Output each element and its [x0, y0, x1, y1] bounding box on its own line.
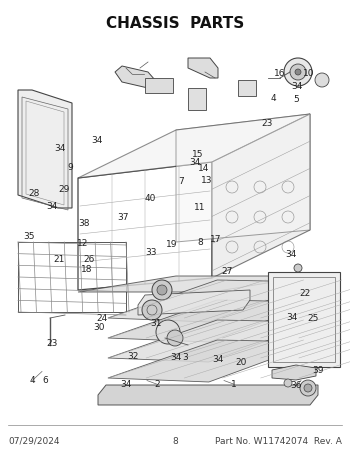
- Ellipse shape: [294, 264, 302, 272]
- Text: 12: 12: [77, 239, 88, 248]
- Text: 35: 35: [23, 232, 34, 241]
- Text: 26: 26: [84, 255, 95, 264]
- Polygon shape: [18, 90, 72, 208]
- Text: 18: 18: [81, 265, 92, 274]
- Ellipse shape: [284, 379, 292, 387]
- Text: 30: 30: [93, 323, 104, 332]
- Text: 34: 34: [170, 353, 181, 362]
- Text: 22: 22: [299, 289, 310, 298]
- Text: 19: 19: [166, 240, 177, 249]
- Text: 34: 34: [286, 250, 297, 259]
- Polygon shape: [108, 340, 318, 382]
- Text: 21: 21: [54, 255, 65, 264]
- Text: 4: 4: [29, 376, 35, 385]
- Text: 1: 1: [231, 380, 237, 389]
- Bar: [238, 80, 256, 96]
- Polygon shape: [98, 385, 318, 405]
- Polygon shape: [115, 66, 155, 88]
- Text: 7: 7: [178, 177, 184, 186]
- Text: 6: 6: [42, 376, 48, 385]
- Polygon shape: [78, 276, 310, 292]
- Text: 13: 13: [201, 176, 212, 185]
- Text: 5: 5: [293, 95, 299, 104]
- Text: 36: 36: [290, 381, 301, 390]
- Text: 10: 10: [303, 69, 314, 78]
- Text: CHASSIS  PARTS: CHASSIS PARTS: [106, 16, 244, 31]
- Text: 11: 11: [195, 203, 206, 212]
- Text: 27: 27: [221, 267, 232, 276]
- Text: 15: 15: [192, 149, 203, 159]
- Text: 34: 34: [47, 202, 58, 211]
- Polygon shape: [108, 280, 318, 322]
- Ellipse shape: [295, 69, 301, 75]
- Bar: [145, 78, 173, 93]
- Text: 40: 40: [144, 194, 155, 203]
- Text: 8: 8: [197, 238, 203, 247]
- Text: 16: 16: [274, 69, 286, 78]
- Text: 32: 32: [127, 352, 139, 361]
- Ellipse shape: [157, 285, 167, 295]
- Text: 34: 34: [190, 158, 201, 167]
- Ellipse shape: [152, 280, 172, 300]
- Text: 17: 17: [210, 235, 221, 244]
- Text: 28: 28: [29, 189, 40, 198]
- Text: 8: 8: [172, 437, 178, 445]
- Text: 23: 23: [46, 339, 57, 348]
- Polygon shape: [108, 320, 318, 362]
- Polygon shape: [138, 290, 250, 315]
- Text: 38: 38: [78, 219, 90, 228]
- Text: 25: 25: [308, 313, 319, 323]
- Ellipse shape: [315, 73, 329, 87]
- Polygon shape: [272, 365, 316, 380]
- Text: 34: 34: [120, 380, 132, 389]
- Text: 9: 9: [67, 163, 73, 172]
- Polygon shape: [176, 114, 310, 242]
- Ellipse shape: [304, 384, 312, 392]
- Text: 14: 14: [198, 164, 209, 173]
- Text: 34: 34: [55, 144, 66, 153]
- Text: 07/29/2024: 07/29/2024: [8, 437, 60, 445]
- Ellipse shape: [290, 64, 306, 80]
- Ellipse shape: [156, 320, 180, 344]
- Text: 39: 39: [312, 366, 323, 375]
- Bar: [18, 242, 126, 312]
- Text: 37: 37: [118, 213, 129, 222]
- Text: 20: 20: [235, 358, 246, 367]
- Text: 24: 24: [96, 313, 107, 323]
- Text: 34: 34: [212, 355, 223, 364]
- Polygon shape: [78, 114, 310, 178]
- Text: 34: 34: [92, 136, 103, 145]
- Polygon shape: [212, 114, 310, 278]
- Text: 34: 34: [291, 82, 302, 92]
- Text: 23: 23: [261, 119, 272, 128]
- Text: 29: 29: [58, 185, 69, 194]
- Text: 4: 4: [271, 94, 277, 103]
- Ellipse shape: [284, 58, 312, 86]
- Text: 31: 31: [150, 319, 161, 328]
- Polygon shape: [188, 58, 218, 78]
- Polygon shape: [108, 300, 318, 342]
- Bar: [273, 277, 335, 362]
- Text: 3: 3: [182, 353, 188, 362]
- Ellipse shape: [300, 380, 316, 396]
- Text: Part No. W11742074  Rev. A: Part No. W11742074 Rev. A: [215, 437, 342, 445]
- Text: 2: 2: [154, 380, 160, 389]
- Bar: [268, 272, 340, 367]
- Ellipse shape: [142, 300, 162, 320]
- Ellipse shape: [167, 330, 183, 346]
- Text: 33: 33: [146, 248, 157, 257]
- Text: 34: 34: [287, 313, 298, 322]
- Bar: [188, 88, 206, 110]
